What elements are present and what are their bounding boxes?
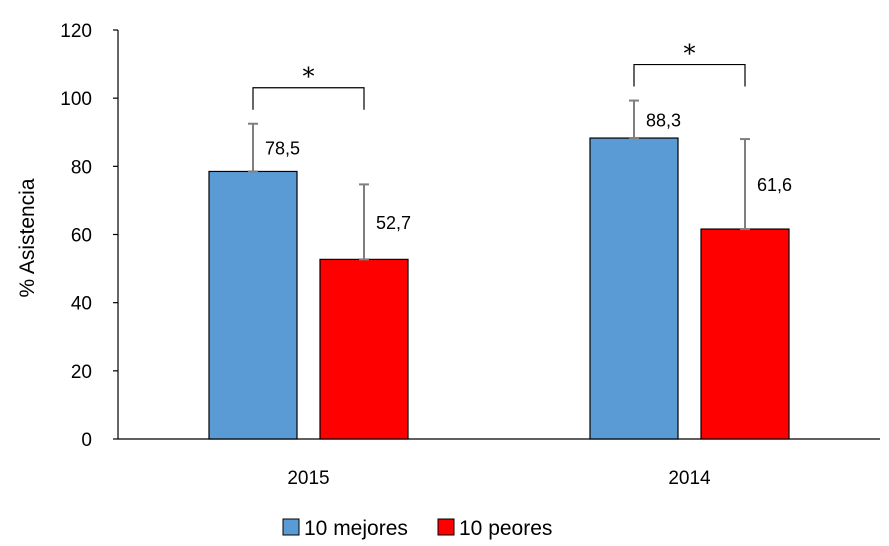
legend-swatch — [282, 518, 300, 536]
legend: 10 mejores 10 peores — [282, 517, 552, 540]
data-label: 78,5 — [265, 139, 300, 159]
significance-marker: * — [684, 40, 696, 68]
y-tick-label: 40 — [71, 294, 92, 315]
bar-10-mejores-2014 — [589, 137, 679, 440]
bar-10-mejores-2015 — [208, 170, 298, 440]
y-axis-label: % Asistencia — [16, 178, 39, 297]
y-tick-label: 20 — [71, 362, 92, 383]
significance-marker: * — [303, 63, 315, 91]
significance-bracket — [633, 63, 746, 87]
y-tick-label: 0 — [81, 430, 92, 451]
plot-area: 0 20 40 60 80 100 120 78,5 52,7 2015 * 88,3 61,6 2014… — [60, 21, 880, 489]
x-tick-label: 2014 — [668, 468, 711, 489]
data-label: 88,3 — [646, 110, 681, 130]
y-tick-label: 120 — [60, 21, 92, 42]
x-tick-label: 2015 — [287, 468, 329, 489]
legend-label: 10 mejores — [304, 517, 408, 540]
bar-10-peores-2014 — [700, 228, 790, 440]
y-tick-label: 60 — [71, 226, 92, 247]
y-tick-label: 100 — [60, 89, 92, 110]
data-label: 52,7 — [376, 213, 411, 233]
data-label: 61,6 — [757, 175, 792, 195]
significance-bracket — [252, 87, 365, 110]
bar-10-peores-2015 — [319, 258, 409, 440]
y-tick-label: 80 — [71, 157, 92, 178]
legend-swatch — [437, 518, 455, 536]
legend-label: 10 peores — [459, 517, 552, 540]
